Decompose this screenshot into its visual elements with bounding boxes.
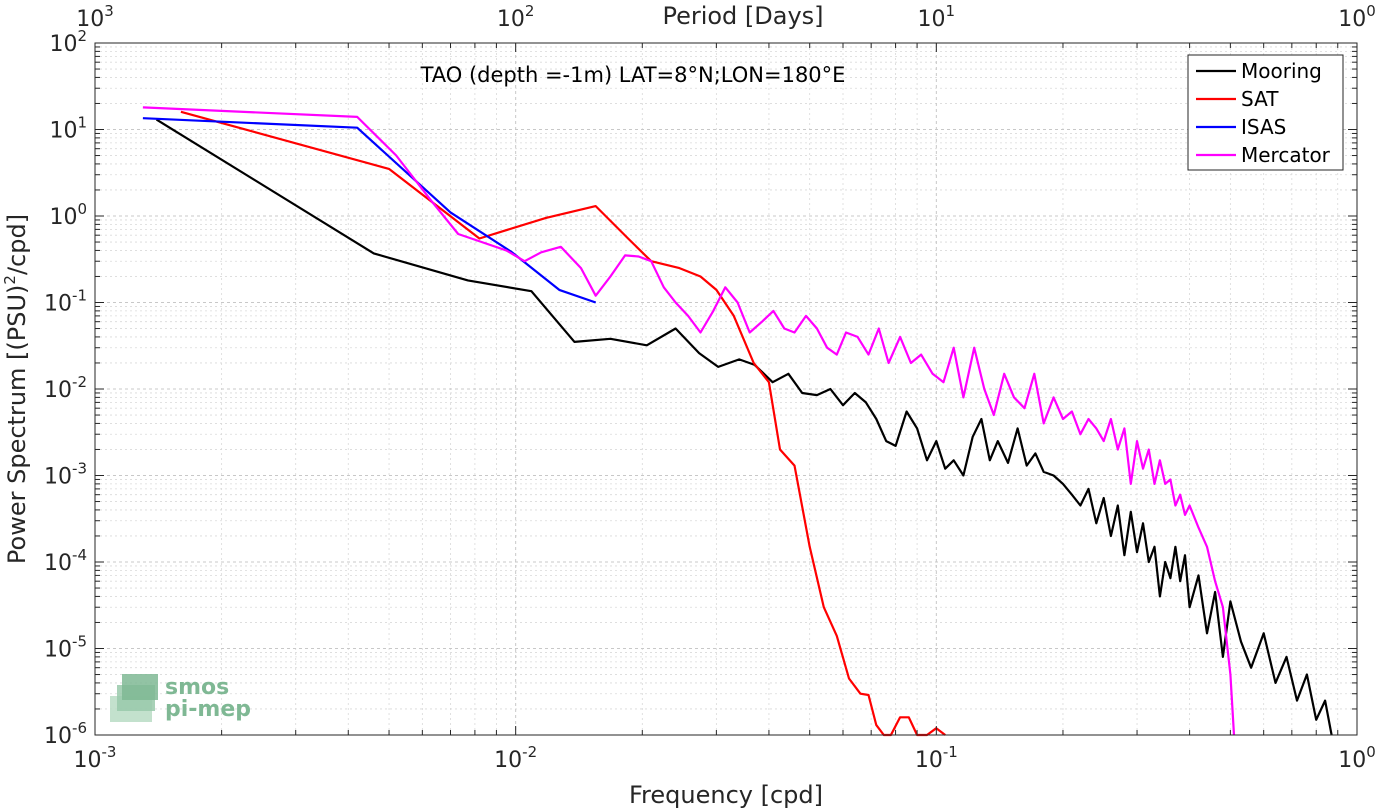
y-axis-label-main: Power Spectrum [(PSU) xyxy=(3,285,31,564)
logo-shape-front xyxy=(122,674,158,700)
logo-text-line2: pi-mep xyxy=(165,697,251,722)
series-line-mercator xyxy=(142,106,1236,736)
x-axis-label: Frequency [cpd] xyxy=(629,781,823,809)
y-tick-label: 10-2 xyxy=(44,373,87,403)
smos-pimep-logo: smos pi-mep xyxy=(110,674,251,722)
x-tick-label: 10-1 xyxy=(915,743,958,773)
y-axis-label-unit: /cpd] xyxy=(3,214,31,275)
y-tick-label: 10-5 xyxy=(44,633,87,663)
series-layer xyxy=(142,106,1333,737)
y-axis-label-superscript: 2 xyxy=(1,275,19,285)
legend-label-isas: ISAS xyxy=(1241,115,1286,139)
top-tick-label: 102 xyxy=(497,2,535,32)
legend-box xyxy=(1187,54,1344,171)
legend-label-mercator: Mercator xyxy=(1241,143,1331,167)
top-tick-label: 100 xyxy=(1338,2,1376,32)
logo-text-line1: smos xyxy=(165,675,229,700)
y-tick-label: 10-4 xyxy=(44,546,87,576)
x-tick-label: 10-2 xyxy=(494,743,537,773)
tick-labels: 10-3 10-2 10-1 100 10-6 10-5 10-4 10-3 10-2 10-1 1… xyxy=(44,2,1376,773)
y-tick-label: 100 xyxy=(49,200,87,230)
y-tick-label: 102 xyxy=(49,27,87,57)
chart-title: TAO (depth =-1m) LAT=8°N;LON=180°E xyxy=(420,63,846,87)
y-tick-label: 10-1 xyxy=(44,287,87,317)
series-line-mooring xyxy=(155,118,1333,736)
legend-items: Mooring SAT ISAS Mercator xyxy=(1196,59,1331,167)
y-axis-label: Power Spectrum [(PSU)2/cpd] xyxy=(1,214,31,564)
x-tick-label: 10-3 xyxy=(74,743,117,773)
y-tick-label: 101 xyxy=(49,114,87,144)
legend-label-mooring: Mooring xyxy=(1241,59,1322,83)
series-line-isas xyxy=(142,117,597,304)
legend: Mooring SAT ISAS Mercator xyxy=(1187,54,1344,171)
top-tick-label: 103 xyxy=(76,2,114,32)
top-axis-label: Period [Days] xyxy=(662,2,823,30)
legend-label-sat: SAT xyxy=(1241,87,1279,111)
axis-tick-marks xyxy=(94,43,1357,736)
y-tick-label: 10-6 xyxy=(44,719,87,749)
y-tick-label: 10-3 xyxy=(44,460,87,490)
x-tick-label: 100 xyxy=(1338,743,1376,773)
series-line-sat xyxy=(180,110,946,737)
top-tick-label: 101 xyxy=(918,2,956,32)
